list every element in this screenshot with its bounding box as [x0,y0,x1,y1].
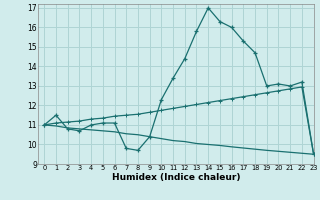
X-axis label: Humidex (Indice chaleur): Humidex (Indice chaleur) [112,173,240,182]
